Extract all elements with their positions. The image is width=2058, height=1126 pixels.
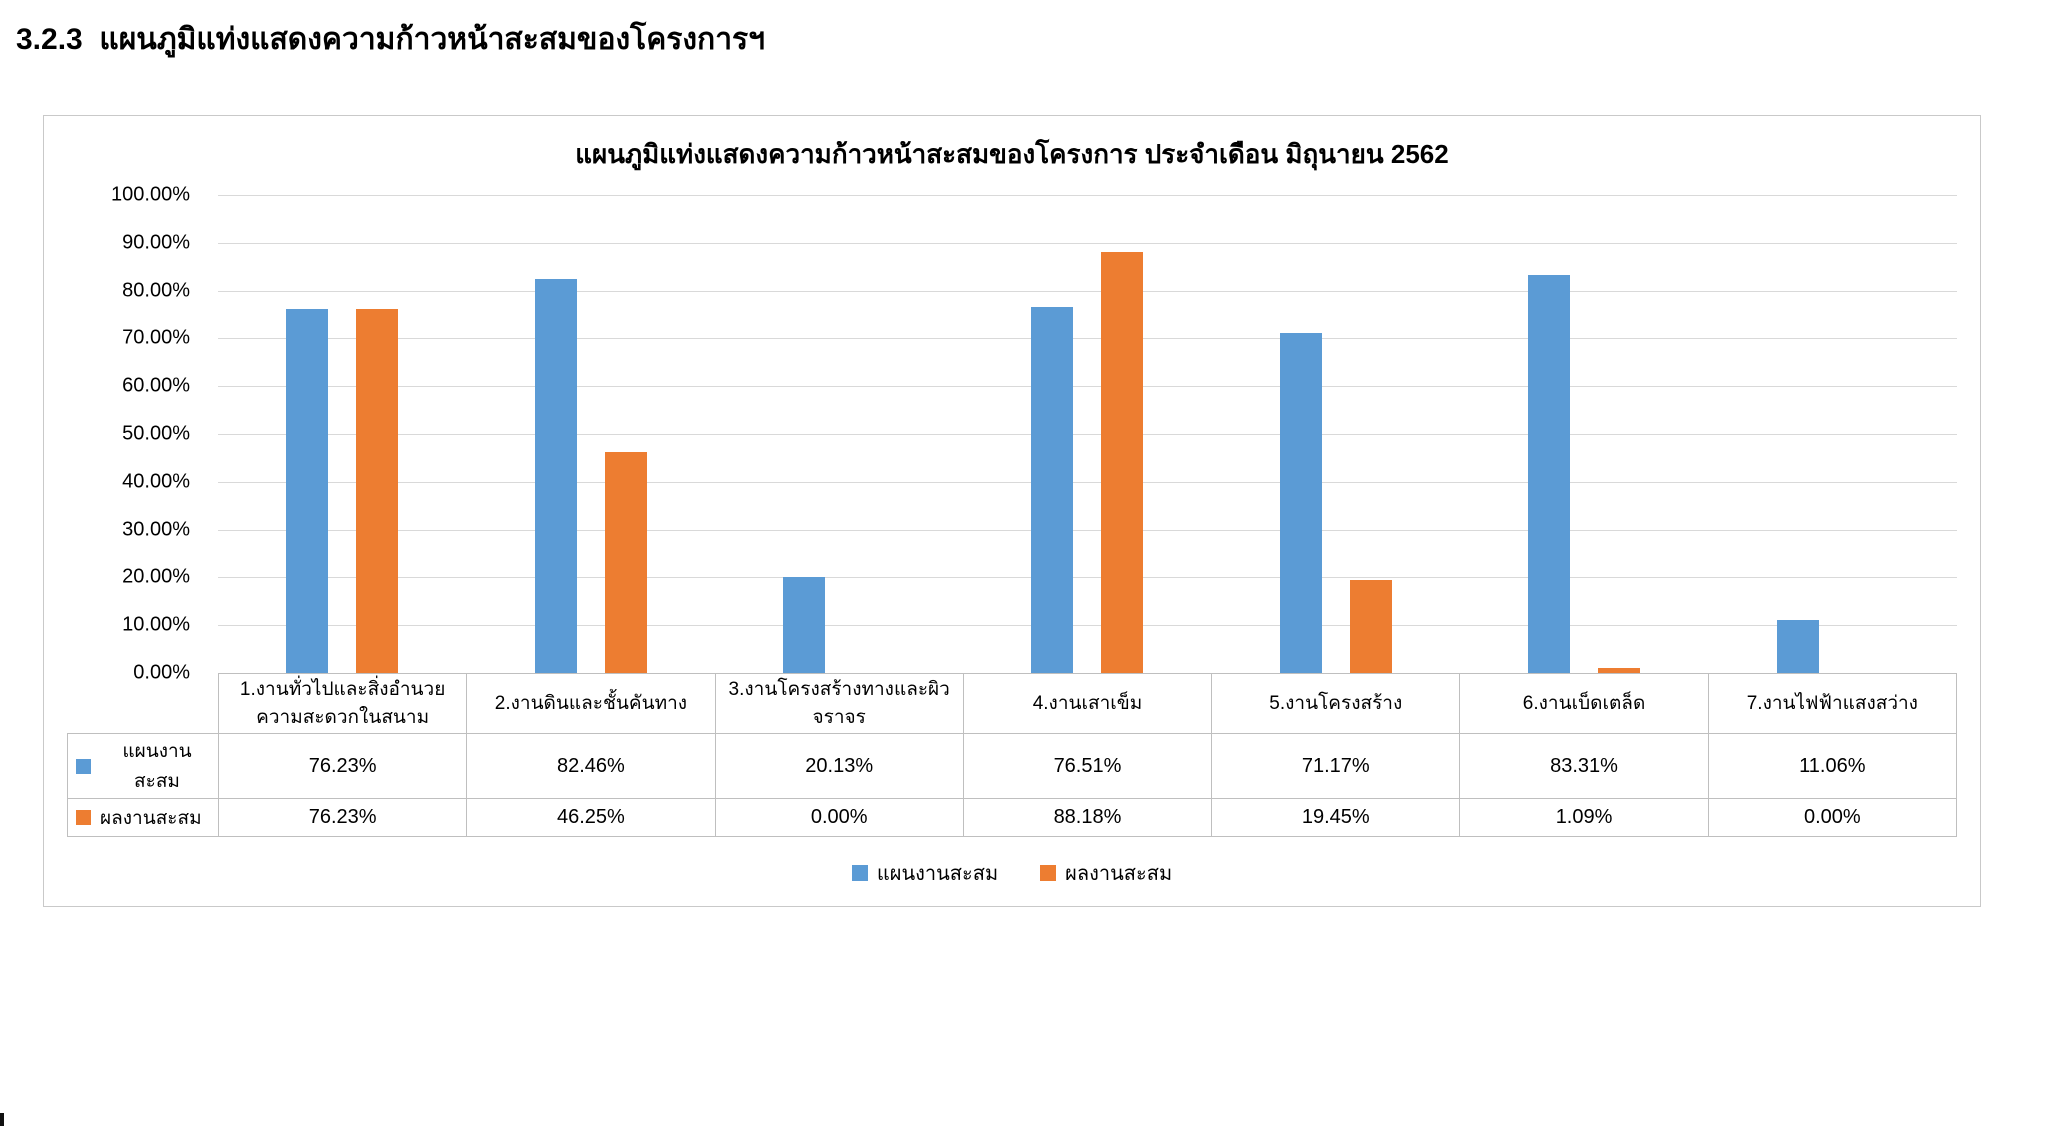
category-label: 6.งานเบ็ดเตล็ด xyxy=(1459,672,1709,735)
legend-swatch-icon xyxy=(851,865,868,881)
value-cell: 0.00% xyxy=(714,798,964,838)
y-tick-label: 100.00% xyxy=(111,183,190,206)
value-cell: 0.00% xyxy=(1707,798,1958,838)
bar-actual xyxy=(1349,580,1392,673)
y-tick-label: 0.00% xyxy=(133,661,190,684)
category-slot xyxy=(1212,195,1460,673)
bar-plan xyxy=(534,278,577,673)
bar-plan xyxy=(286,308,329,673)
value-cell: 46.25% xyxy=(466,798,716,838)
table-corner-cell xyxy=(68,674,219,734)
value-cell: 76.23% xyxy=(217,733,468,800)
y-tick-label: 70.00% xyxy=(122,326,190,349)
category-label: 5.งานโครงสร้าง xyxy=(1211,672,1461,735)
bar-plan xyxy=(1776,620,1819,673)
gridline xyxy=(218,529,1957,531)
gridline xyxy=(218,290,1957,292)
legend-item: แผนงานสะสม xyxy=(851,857,999,889)
legend-item: ผลงานสะสม xyxy=(1040,857,1172,889)
category-label: 1.งานทั่วไปและสิ่งอำนวย ความสะดวกในสนาม xyxy=(217,672,468,735)
value-cell: 76.23% xyxy=(217,798,468,838)
category-slot xyxy=(218,195,466,673)
bars-layer xyxy=(218,195,1957,673)
chart-legend: แผนงานสะสม ผลงานสะสม xyxy=(44,857,1980,889)
category-slot xyxy=(715,195,963,673)
section-heading: 3.2.3 แผนภูมิแท่งแสดงความก้าวหน้าสะสมของ… xyxy=(16,23,766,56)
value-cell: 1.09% xyxy=(1459,798,1709,838)
value-cell: 83.31% xyxy=(1459,733,1709,800)
value-cell: 19.45% xyxy=(1211,798,1461,838)
legend-label: ผลงานสะสม xyxy=(1065,863,1173,885)
category-slot xyxy=(1460,195,1708,673)
y-tick-label: 60.00% xyxy=(122,374,190,397)
legend-swatch-icon xyxy=(1040,865,1057,881)
bar-actual xyxy=(1101,251,1144,673)
gridline xyxy=(218,481,1957,483)
gridline xyxy=(218,195,1957,196)
gridline xyxy=(218,386,1957,388)
y-axis: 100.00% 90.00% 80.00% 70.00% 60.00% 50.00% 40.… xyxy=(44,184,190,684)
bar-plan xyxy=(1031,307,1074,673)
value-cell: 82.46% xyxy=(466,733,716,800)
bar-plan xyxy=(1279,332,1322,673)
y-tick-label: 80.00% xyxy=(122,279,190,302)
category-label: 7.งานไฟฟ้าแสงสว่าง xyxy=(1707,672,1958,735)
value-cell: 76.51% xyxy=(962,733,1213,800)
y-tick-label: 50.00% xyxy=(122,422,190,445)
legend-label: แผนงานสะสม xyxy=(876,863,999,885)
series-name: ผลงานสะสม xyxy=(100,807,202,829)
bar-plan xyxy=(1528,274,1571,673)
series-row-label: ผลงานสะสม xyxy=(67,798,219,838)
gridline xyxy=(218,577,1957,579)
category-label: 2.งานดินและชั้นคันทาง xyxy=(466,672,716,735)
category-slot xyxy=(466,195,714,673)
table-row: แผนงานสะสม 76.23% 82.46% 20.13% 76.51% 71.17%… xyxy=(67,733,1958,800)
gridline xyxy=(218,338,1957,340)
chart-title: แผนภูมิแท่งแสดงความก้าวหน้าสะสมของโครงกา… xyxy=(575,139,1449,169)
value-cell: 71.17% xyxy=(1211,733,1461,800)
series-row-label: แผนงานสะสม xyxy=(67,733,219,800)
series-name: แผนงานสะสม xyxy=(122,741,192,793)
bar-actual xyxy=(356,308,399,673)
category-label: 3.งานโครงสร้างทางและผิว จราจร xyxy=(714,672,964,735)
y-tick-label: 10.00% xyxy=(122,613,190,636)
series-row-label-content: แผนงานสะสม xyxy=(76,736,214,796)
series-swatch-icon xyxy=(76,810,91,826)
scan-artifact xyxy=(0,1113,4,1126)
series-row-label-content: ผลงานสะสม xyxy=(76,803,214,833)
value-cell: 88.18% xyxy=(962,798,1213,838)
table-row: ผลงานสะสม 76.23% 46.25% 0.00% 88.18% 19.45% 1.… xyxy=(67,798,1958,838)
y-tick-label: 40.00% xyxy=(122,470,190,493)
category-slot xyxy=(963,195,1211,673)
gridline xyxy=(218,434,1957,435)
chart-frame: แผนภูมิแท่งแสดงความก้าวหน้าสะสมของโครงกา… xyxy=(43,115,1981,907)
bar-actual xyxy=(1598,667,1641,673)
y-tick-label: 30.00% xyxy=(122,518,190,541)
y-tick-label: 90.00% xyxy=(122,231,190,254)
gridline xyxy=(218,625,1957,627)
series-swatch-icon xyxy=(76,758,91,774)
category-slot xyxy=(1709,195,1957,673)
category-label: 4.งานเสาเข็ม xyxy=(962,672,1213,735)
value-cell: 11.06% xyxy=(1707,733,1958,800)
data-table: 1.งานทั่วไปและสิ่งอำนวย ความสะดวกในสนาม 2… xyxy=(67,672,1958,838)
gridline xyxy=(218,242,1957,244)
plot-area xyxy=(218,195,1957,674)
y-tick-label: 20.00% xyxy=(122,565,190,588)
value-cell: 20.13% xyxy=(714,733,964,800)
bar-plan xyxy=(783,576,826,673)
bar-actual xyxy=(604,451,647,673)
